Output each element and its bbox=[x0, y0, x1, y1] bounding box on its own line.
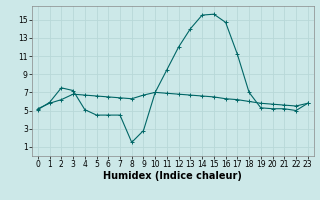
X-axis label: Humidex (Indice chaleur): Humidex (Indice chaleur) bbox=[103, 171, 242, 181]
